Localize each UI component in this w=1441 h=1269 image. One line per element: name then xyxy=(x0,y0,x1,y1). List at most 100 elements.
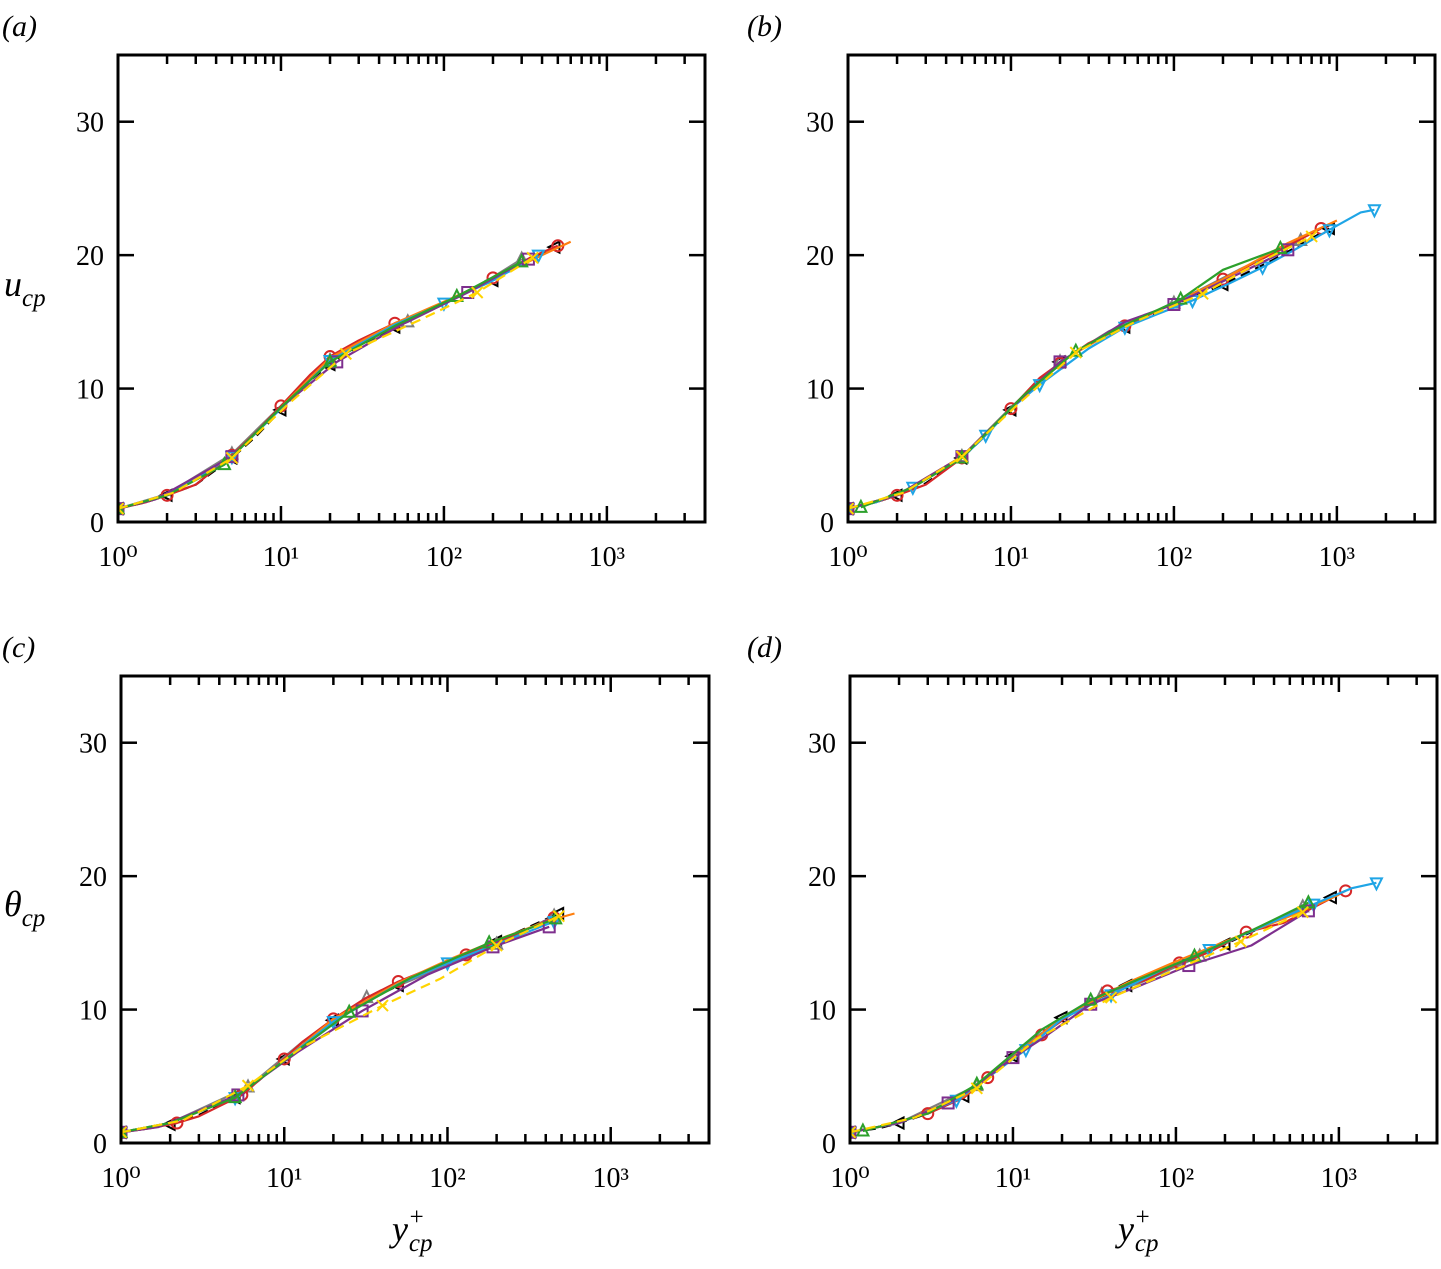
series-line-7 xyxy=(121,915,560,1134)
data-point-6-6 xyxy=(449,287,464,303)
y-tick-label: 10 xyxy=(808,996,836,1027)
y-tick-label: 20 xyxy=(76,241,104,272)
data-point-7-7 xyxy=(526,251,539,265)
data-point-6-2 xyxy=(227,1088,243,1104)
series-line-5 xyxy=(848,248,1289,510)
series-line-5 xyxy=(118,258,529,510)
data-point-7-6 xyxy=(470,286,484,299)
series-line-6 xyxy=(862,901,1309,1133)
x-tick-label: 10³ xyxy=(1319,542,1355,573)
data-point-7-2 xyxy=(241,1079,255,1092)
x-tick-label: 10⁰ xyxy=(828,542,867,573)
data-point-5-2 xyxy=(941,1096,955,1110)
y-tick-label: 0 xyxy=(90,508,104,539)
chart-panel-c: 10⁰ 10¹ 10² 10³ 0 10 20 30 xyxy=(79,674,711,1194)
panel-tag-b: (b) xyxy=(747,10,782,43)
x-tick-label: 10² xyxy=(426,542,462,573)
y-axis-label-top: ucp xyxy=(4,264,46,312)
y-axis-label-bottom: θcp xyxy=(4,884,45,932)
x-tick-label: 10² xyxy=(1156,542,1192,573)
data-point-4-0 xyxy=(850,1126,858,1142)
y-tick-label: 10 xyxy=(806,375,834,406)
x-tick-label: 10¹ xyxy=(263,542,299,573)
data-point-2-4 xyxy=(981,1071,995,1085)
series-layer xyxy=(121,906,575,1142)
data-point-4-12 xyxy=(1369,877,1384,892)
x-tick-label: 10¹ xyxy=(995,1163,1031,1194)
x-axis-label-d: y+ cp xyxy=(1115,1204,1158,1257)
series-line-7 xyxy=(850,911,1304,1134)
data-point-5-8 xyxy=(1281,243,1295,257)
data-point-7-4 xyxy=(339,347,353,361)
data-point-7-4 xyxy=(1104,991,1118,1004)
plot-frame xyxy=(119,674,711,1145)
panel-tag-d: (d) xyxy=(747,631,782,664)
data-point-7-2 xyxy=(225,451,239,465)
x-tick-label: 10² xyxy=(429,1163,465,1194)
data-point-5-0 xyxy=(118,502,125,516)
series-line-0 xyxy=(850,896,1332,1134)
data-point-5-2 xyxy=(225,450,239,464)
data-point-7-7 xyxy=(1296,905,1309,919)
data-point-2-6 xyxy=(1004,402,1018,416)
svg-text:y+cp: y+ cp xyxy=(1115,1204,1158,1257)
data-point-6-0 xyxy=(855,1122,871,1137)
y-tick-label: 30 xyxy=(79,729,107,760)
data-point-6-7 xyxy=(514,253,529,268)
series-line-6 xyxy=(118,260,523,510)
data-point-7-2 xyxy=(955,450,969,463)
panel-tag-a: (a) xyxy=(2,10,37,43)
x-tick-label: 10³ xyxy=(1321,1163,1357,1194)
series-line-4 xyxy=(850,881,1377,1134)
y-tick-label: 30 xyxy=(808,729,836,760)
data-point-7-0 xyxy=(118,502,125,515)
data-point-6-4 xyxy=(1083,991,1098,1006)
y-tick-label: 10 xyxy=(76,375,104,406)
x-tick-label: 10¹ xyxy=(993,542,1029,573)
svg-text:y+cp: y+ cp xyxy=(389,1204,432,1257)
y-tick-label: 30 xyxy=(806,108,834,139)
data-point-7-2 xyxy=(970,1082,984,1095)
x-tick-label: 10⁰ xyxy=(101,1163,140,1194)
series-line-3 xyxy=(118,240,572,510)
svg-text:ucp: ucp xyxy=(4,264,46,312)
y-tick-label: 0 xyxy=(822,1129,836,1160)
series-layer xyxy=(848,204,1382,518)
y-tick-label: 20 xyxy=(808,862,836,893)
data-point-7-0 xyxy=(121,1126,128,1139)
chart-panel-d: 10⁰ 10¹ 10² 10³ 0 10 20 30 xyxy=(808,674,1439,1194)
data-point-7-4 xyxy=(376,999,389,1012)
data-point-0-2 xyxy=(890,1115,905,1131)
x-tick-label: 10⁰ xyxy=(830,1163,869,1194)
svg-text:θcp: θcp xyxy=(4,884,45,932)
data-point-7-0 xyxy=(848,502,855,515)
series-line-2 xyxy=(848,227,1322,510)
x-tick-label: 10² xyxy=(1158,1163,1194,1194)
x-tick-label: 10³ xyxy=(593,1163,629,1194)
data-point-2-14 xyxy=(1339,884,1353,898)
data-point-5-0 xyxy=(850,1125,857,1139)
series-line-6 xyxy=(121,917,557,1134)
data-point-6-8 xyxy=(1273,239,1288,254)
plot-frame xyxy=(848,674,1439,1145)
y-tick-label: 20 xyxy=(79,862,107,893)
chart-panel-b: 10⁰ 10¹ 10² 10³ 0 10 20 30 xyxy=(806,53,1437,573)
data-point-6-6 xyxy=(1173,290,1188,305)
plot-frame xyxy=(846,53,1437,524)
x-axis-label-c: y+ cp xyxy=(389,1204,432,1257)
data-point-4-16 xyxy=(1367,204,1382,219)
data-point-4-0 xyxy=(848,503,856,518)
data-point-6-4 xyxy=(342,1003,357,1018)
series-layer xyxy=(118,239,572,518)
data-point-7-0 xyxy=(850,1126,857,1139)
data-point-4-6 xyxy=(440,957,455,972)
data-point-7-8 xyxy=(1305,230,1318,243)
series-line-2 xyxy=(118,244,559,510)
panel-tag-c: (c) xyxy=(2,631,35,664)
y-tick-label: 30 xyxy=(76,108,104,139)
data-point-7-6 xyxy=(490,939,503,952)
data-point-0-14 xyxy=(1322,890,1337,905)
data-point-6-2 xyxy=(954,449,970,464)
